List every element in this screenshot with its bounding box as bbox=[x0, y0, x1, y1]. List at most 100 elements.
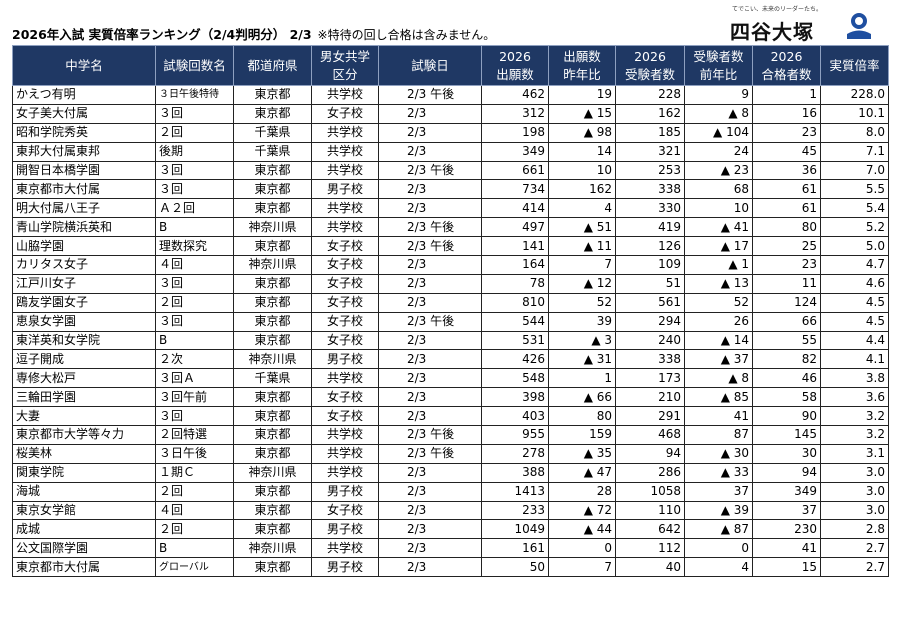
table-row: 恵泉女学園 ３回 東京都 女子校 2/3 午後 544 39 294 26 66 4.5 bbox=[12, 311, 889, 332]
cell-prefecture: 千葉県 bbox=[233, 122, 312, 143]
cell-examinees-yoy: 26 bbox=[684, 311, 753, 332]
column-header-examinees-yoy: 受験者数 前年比 bbox=[684, 45, 753, 86]
cell-applicants-yoy: ▲ 66 bbox=[548, 387, 616, 408]
cell-school-name: 関東学院 bbox=[12, 462, 156, 483]
cell-applicants-yoy: 7 bbox=[548, 557, 616, 578]
cell-school-name: 鴎友学園女子 bbox=[12, 292, 156, 313]
cell-passers-2026: 16 bbox=[752, 103, 821, 124]
cell-passers-2026: 80 bbox=[752, 217, 821, 238]
cell-applicants-2026: 497 bbox=[481, 217, 549, 238]
logo-name: 四谷大塚 bbox=[730, 20, 814, 44]
cell-exam-round: ３日午後 bbox=[155, 443, 234, 464]
table-row: 三輪田学園 ３回午前 東京都 女子校 2/3 398 ▲ 66 210 ▲ 85 58 3.6 bbox=[12, 387, 889, 408]
cell-applicants-yoy: 159 bbox=[548, 425, 616, 445]
cell-actual-ratio: 4.6 bbox=[820, 273, 889, 294]
cell-passers-2026: 1 bbox=[752, 85, 821, 105]
table-row: 東京都市大付属 ３回 東京都 男子校 2/3 734 162 338 68 61 5.5 bbox=[12, 179, 889, 200]
cell-school-type: 男子校 bbox=[311, 557, 379, 578]
cell-examinees-2026: 338 bbox=[615, 349, 685, 370]
cell-applicants-yoy: 1 bbox=[548, 368, 616, 389]
cell-examinees-2026: 642 bbox=[615, 519, 685, 540]
cell-exam-round: ３日午後特待 bbox=[155, 85, 234, 105]
cell-exam-date: 2/3 午後 bbox=[378, 217, 482, 238]
cell-actual-ratio: 3.2 bbox=[820, 406, 889, 427]
cell-applicants-yoy: ▲ 3 bbox=[548, 330, 616, 351]
cell-exam-date: 2/3 bbox=[378, 406, 482, 427]
cell-exam-date: 2/3 bbox=[378, 557, 482, 578]
cell-school-name: 昭和学院秀英 bbox=[12, 122, 156, 143]
cell-applicants-yoy: 80 bbox=[548, 406, 616, 427]
cell-passers-2026: 66 bbox=[752, 311, 821, 332]
cell-passers-2026: 41 bbox=[752, 538, 821, 559]
cell-passers-2026: 23 bbox=[752, 255, 821, 275]
cell-applicants-yoy: 52 bbox=[548, 292, 616, 313]
cell-exam-round: ３回 bbox=[155, 179, 234, 200]
cell-applicants-2026: 388 bbox=[481, 462, 549, 483]
cell-exam-round: ４回 bbox=[155, 500, 234, 521]
cell-exam-date: 2/3 bbox=[378, 349, 482, 370]
cell-examinees-2026: 330 bbox=[615, 198, 685, 219]
column-header-passers-2026: 2026 合格者数 bbox=[752, 45, 821, 86]
column-header-label: 都道府県 bbox=[247, 57, 298, 73]
cell-applicants-2026: 233 bbox=[481, 500, 549, 521]
table-row: 鴎友学園女子 ２回 東京都 女子校 2/3 810 52 561 52 124 4.5 bbox=[12, 292, 889, 313]
cell-prefecture: 千葉県 bbox=[233, 141, 312, 162]
cell-applicants-yoy: ▲ 72 bbox=[548, 500, 616, 521]
cell-prefecture: 神奈川県 bbox=[233, 538, 312, 559]
cell-examinees-yoy: 68 bbox=[684, 179, 753, 200]
cell-actual-ratio: 5.4 bbox=[820, 198, 889, 219]
cell-applicants-yoy: ▲ 12 bbox=[548, 273, 616, 294]
cell-examinees-yoy: ▲ 1 bbox=[684, 255, 753, 275]
cell-examinees-yoy: 0 bbox=[684, 538, 753, 559]
cell-actual-ratio: 3.8 bbox=[820, 368, 889, 389]
cell-applicants-yoy: 10 bbox=[548, 160, 616, 181]
cell-prefecture: 東京都 bbox=[233, 198, 312, 219]
cell-applicants-yoy: ▲ 47 bbox=[548, 462, 616, 483]
cell-passers-2026: 349 bbox=[752, 481, 821, 502]
cell-examinees-yoy: ▲ 23 bbox=[684, 160, 753, 181]
cell-school-type: 女子校 bbox=[311, 387, 379, 408]
cell-exam-date: 2/3 bbox=[378, 538, 482, 559]
cell-exam-round: ２回 bbox=[155, 122, 234, 143]
cell-examinees-2026: 173 bbox=[615, 368, 685, 389]
table-row: 東邦大付属東邦 後期 千葉県 共学校 2/3 349 14 321 24 45 7.1 bbox=[12, 141, 889, 162]
cell-actual-ratio: 2.7 bbox=[820, 538, 889, 559]
cell-exam-round: ２回 bbox=[155, 481, 234, 502]
cell-examinees-2026: 294 bbox=[615, 311, 685, 332]
cell-school-name: 逗子開成 bbox=[12, 349, 156, 370]
cell-passers-2026: 94 bbox=[752, 462, 821, 483]
cell-passers-2026: 61 bbox=[752, 179, 821, 200]
cell-prefecture: 千葉県 bbox=[233, 368, 312, 389]
column-header-school-name: 中学名 bbox=[12, 45, 156, 86]
table-row: 東京都市大付属 グローバル 東京都 男子校 2/3 50 7 40 4 15 2.7 bbox=[12, 557, 889, 578]
table-row: 海城 ２回 東京都 男子校 2/3 1413 28 1058 37 349 3.0 bbox=[12, 481, 889, 502]
cell-school-type: 共学校 bbox=[311, 160, 379, 181]
cell-school-name: 東洋英和女学院 bbox=[12, 330, 156, 351]
cell-applicants-yoy: ▲ 11 bbox=[548, 236, 616, 257]
cell-prefecture: 東京都 bbox=[233, 179, 312, 200]
table-row: 江戸川女子 ３回 東京都 女子校 2/3 78 ▲ 12 51 ▲ 13 11 4.6 bbox=[12, 273, 889, 294]
cell-exam-round: B bbox=[155, 217, 234, 238]
cell-actual-ratio: 4.5 bbox=[820, 292, 889, 313]
cell-school-type: 共学校 bbox=[311, 462, 379, 483]
table-row: 山脇学園 理数探究 東京都 女子校 2/3 午後 141 ▲ 11 126 ▲ 17 25 5.0 bbox=[12, 236, 889, 257]
column-header-exam-round: 試験回数名 bbox=[155, 45, 234, 86]
cell-prefecture: 東京都 bbox=[233, 387, 312, 408]
cell-examinees-2026: 1058 bbox=[615, 481, 685, 502]
cell-examinees-yoy: ▲ 14 bbox=[684, 330, 753, 351]
cell-exam-date: 2/3 bbox=[378, 122, 482, 143]
cell-passers-2026: 145 bbox=[752, 425, 821, 445]
cell-prefecture: 東京都 bbox=[233, 425, 312, 445]
cell-prefecture: 東京都 bbox=[233, 311, 312, 332]
cell-prefecture: 神奈川県 bbox=[233, 462, 312, 483]
cell-examinees-yoy: ▲ 41 bbox=[684, 217, 753, 238]
cell-examinees-2026: 210 bbox=[615, 387, 685, 408]
column-header-label: 昨年比 bbox=[563, 66, 601, 82]
cell-exam-date: 2/3 午後 bbox=[378, 311, 482, 332]
cell-passers-2026: 37 bbox=[752, 500, 821, 521]
cell-examinees-2026: 109 bbox=[615, 255, 685, 275]
table-row: 桜美林 ３日午後 東京都 共学校 2/3 午後 278 ▲ 35 94 ▲ 30 30 3.1 bbox=[12, 443, 889, 464]
cell-applicants-yoy: ▲ 98 bbox=[548, 122, 616, 143]
table-row: 専修大松戸 ３回Ａ 千葉県 共学校 2/3 548 1 173 ▲ 8 46 3.8 bbox=[12, 368, 889, 389]
cell-examinees-2026: 321 bbox=[615, 141, 685, 162]
